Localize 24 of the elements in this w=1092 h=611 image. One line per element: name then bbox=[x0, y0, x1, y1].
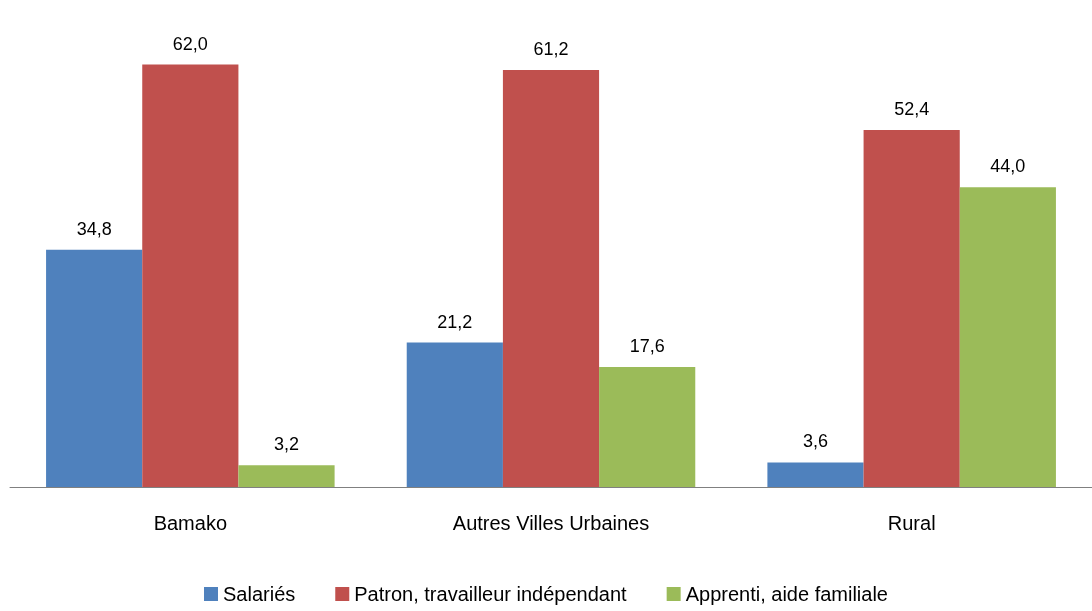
bar bbox=[46, 249, 143, 487]
data-label: 17,6 bbox=[629, 336, 665, 357]
data-label: 3,2 bbox=[274, 434, 300, 455]
data-label: 44,0 bbox=[990, 156, 1026, 177]
bar bbox=[406, 342, 503, 487]
data-label: 62,0 bbox=[172, 33, 208, 54]
data-label: 21,2 bbox=[437, 311, 473, 332]
x-tick-label: Bamako bbox=[153, 512, 228, 534]
legend-label: Patron, travailleur indépendant bbox=[354, 583, 628, 605]
data-label: 61,2 bbox=[533, 38, 569, 59]
bar bbox=[599, 367, 696, 487]
x-tick-label: Autres Villes Urbaines bbox=[452, 512, 650, 534]
data-label: 34,8 bbox=[76, 218, 112, 239]
bar bbox=[767, 462, 864, 487]
legend-label: Apprenti, aide familiale bbox=[685, 583, 889, 605]
legend-label: Salariés bbox=[223, 583, 296, 605]
bar bbox=[142, 64, 239, 487]
bar bbox=[959, 187, 1056, 487]
bar bbox=[502, 69, 600, 487]
x-tick-label: Rural bbox=[887, 512, 936, 534]
bar bbox=[238, 465, 335, 487]
bar bbox=[863, 129, 960, 487]
data-label: 52,4 bbox=[894, 98, 930, 119]
data-label: 3,6 bbox=[802, 431, 828, 452]
